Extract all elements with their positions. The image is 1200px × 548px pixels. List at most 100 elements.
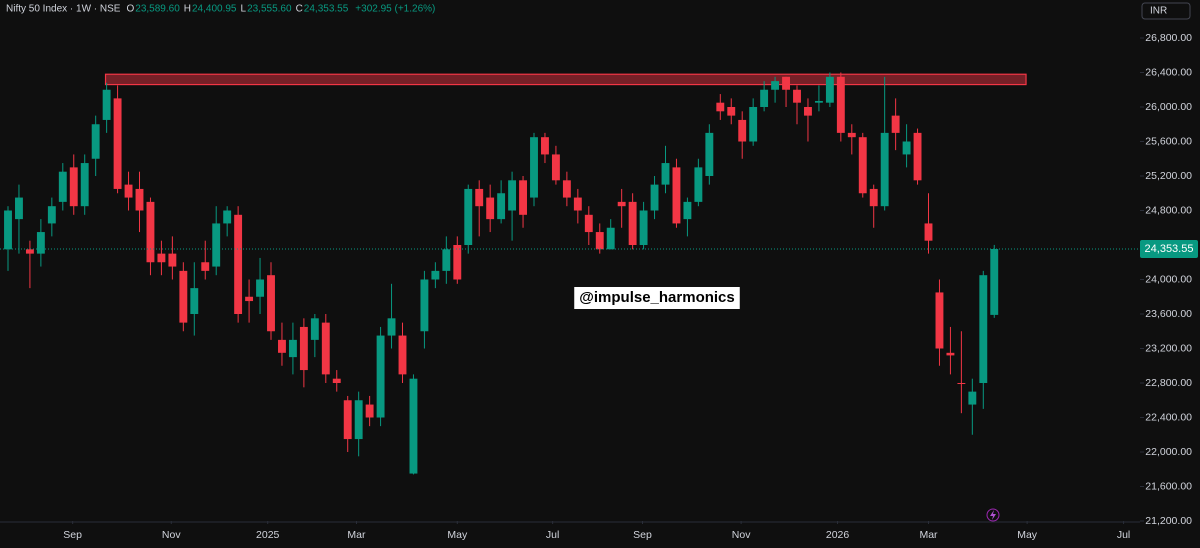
currency[interactable]: INR bbox=[1150, 6, 1167, 17]
candle-body bbox=[705, 132, 714, 176]
candle-body bbox=[442, 249, 451, 271]
candle-body bbox=[245, 296, 254, 302]
candle-body bbox=[387, 318, 396, 336]
y-tick-label: 25,200.00 bbox=[1145, 170, 1192, 182]
candle-body bbox=[628, 201, 637, 245]
candle-body bbox=[58, 171, 67, 202]
candle-body bbox=[278, 339, 286, 353]
candle-body bbox=[124, 184, 133, 198]
candle-body bbox=[782, 76, 790, 90]
header-value: 23,555.60 bbox=[247, 4, 292, 15]
candle-body bbox=[486, 197, 495, 220]
candle-body bbox=[814, 100, 823, 103]
header-value: 23,589.60 bbox=[135, 4, 180, 15]
candle-body bbox=[880, 132, 889, 207]
x-tick-label: Jul bbox=[546, 529, 559, 541]
current-price-label: 24,353.55 bbox=[1145, 243, 1194, 255]
candle-body bbox=[541, 137, 549, 155]
resistance-zone bbox=[104, 73, 1027, 86]
candle-body bbox=[595, 232, 604, 250]
candle-body bbox=[299, 326, 308, 371]
candle-body bbox=[365, 404, 374, 418]
candle-body bbox=[113, 98, 122, 189]
candle-body bbox=[234, 214, 243, 314]
candle-body bbox=[530, 137, 538, 198]
candle-body bbox=[212, 223, 221, 267]
candle-body bbox=[562, 180, 571, 198]
candle-body bbox=[694, 167, 703, 202]
candle-body bbox=[36, 232, 45, 254]
candle-body bbox=[990, 249, 999, 315]
candle-body bbox=[661, 163, 670, 185]
header-label: C bbox=[296, 4, 303, 15]
event-icon[interactable] bbox=[986, 508, 1000, 522]
candle-body bbox=[935, 292, 944, 349]
candle-body bbox=[431, 270, 440, 280]
candle-body bbox=[650, 184, 659, 211]
header-label: L bbox=[241, 4, 247, 15]
candle-body bbox=[639, 210, 648, 245]
candle-body bbox=[201, 262, 210, 271]
y-tick-label: 22,000.00 bbox=[1145, 446, 1192, 458]
header-label: O bbox=[126, 4, 134, 15]
candle-body bbox=[135, 188, 144, 211]
candle-body bbox=[760, 89, 769, 107]
candle-body bbox=[267, 275, 275, 332]
x-tick-label: Sep bbox=[633, 529, 652, 541]
candle-body bbox=[409, 378, 418, 474]
candle-body bbox=[310, 318, 319, 340]
y-tick-label: 26,800.00 bbox=[1145, 32, 1192, 44]
candle-body bbox=[519, 180, 527, 215]
y-tick-label: 23,200.00 bbox=[1145, 342, 1192, 354]
candle-body bbox=[398, 335, 407, 375]
candle-body bbox=[847, 132, 856, 138]
candle-body bbox=[4, 210, 12, 250]
candle-body bbox=[606, 227, 615, 250]
currency-button[interactable] bbox=[1141, 2, 1191, 20]
header-value: 24,400.95 bbox=[192, 4, 237, 15]
candle-body bbox=[749, 107, 758, 142]
candle-body bbox=[475, 188, 484, 207]
symbol-title: Nifty 50 Index · 1W · NSE bbox=[6, 4, 121, 15]
header-value: +302.95 (+1.26%) bbox=[355, 4, 435, 15]
x-tick-label: May bbox=[1017, 529, 1038, 541]
candle-body bbox=[69, 167, 78, 207]
y-tick-label: 24,000.00 bbox=[1145, 273, 1192, 285]
x-tick-label: Nov bbox=[732, 529, 751, 541]
candle-body bbox=[376, 335, 385, 418]
candle-body bbox=[80, 163, 89, 207]
candle-body bbox=[902, 141, 911, 155]
candle-body bbox=[957, 383, 966, 384]
y-tick-label: 25,600.00 bbox=[1145, 135, 1192, 147]
x-tick-label: Mar bbox=[347, 529, 366, 541]
candle-body bbox=[727, 107, 736, 116]
candle-body bbox=[924, 223, 933, 241]
y-tick-label: 22,800.00 bbox=[1145, 377, 1192, 389]
candle-body bbox=[168, 253, 177, 267]
candle-body bbox=[332, 378, 341, 383]
candle-body bbox=[354, 400, 363, 440]
candle-body bbox=[672, 167, 681, 224]
candle-body bbox=[91, 124, 100, 159]
event-icon-bolt bbox=[990, 510, 996, 520]
candle-body bbox=[343, 400, 352, 440]
candle-body bbox=[968, 391, 977, 405]
y-tick-label: 21,600.00 bbox=[1145, 480, 1192, 492]
y-tick-label: 24,800.00 bbox=[1145, 204, 1192, 216]
candle-body bbox=[771, 81, 780, 90]
candle-body bbox=[321, 322, 330, 375]
candle-body bbox=[573, 197, 582, 211]
candle-body bbox=[157, 253, 166, 263]
candle-body bbox=[716, 102, 725, 112]
candle-body bbox=[508, 180, 517, 211]
candle-body bbox=[946, 352, 955, 356]
watermark: @impulse_harmonics bbox=[579, 289, 735, 306]
watermark-box bbox=[574, 287, 740, 309]
candle-body bbox=[179, 270, 188, 323]
header: Nifty 50 Index · 1W · NSE O 23,589.60 H 24,… bbox=[6, 4, 435, 15]
candle-body bbox=[223, 210, 232, 224]
y-tick-label: 23,600.00 bbox=[1145, 308, 1192, 320]
candle-body bbox=[25, 249, 34, 254]
candle-body bbox=[256, 279, 264, 297]
